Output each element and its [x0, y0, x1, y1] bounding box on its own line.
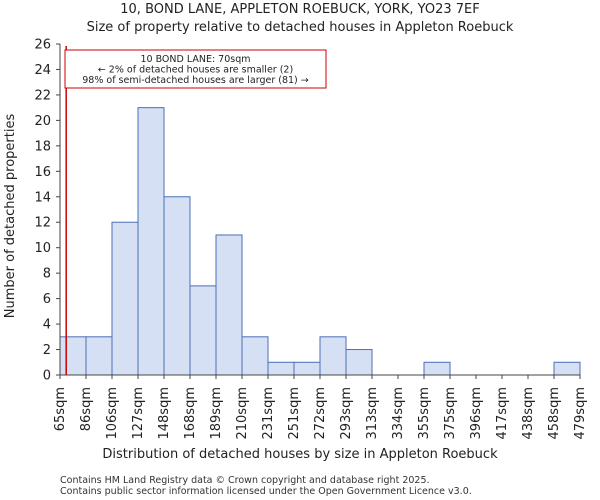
- bars-group: [59, 107, 581, 376]
- bar-231sqm: [267, 361, 295, 376]
- bar-210sqm: [241, 336, 269, 376]
- bar-168sqm: [189, 285, 217, 376]
- x-tick-label: 168sqm: [183, 387, 198, 440]
- annotation-box: [64, 49, 327, 89]
- x-tick-label: 438sqm: [521, 387, 536, 440]
- y-tick-label: 10: [34, 241, 51, 256]
- footer-line-1: Contains HM Land Registry data © Crown c…: [60, 475, 430, 486]
- bar-251sqm: [293, 361, 321, 376]
- y-tick-label: 24: [34, 63, 51, 78]
- y-tick-label: 0: [43, 369, 51, 384]
- annotation-line: 10 BOND LANE: 70sqm: [140, 54, 250, 65]
- x-tick-label: 189sqm: [209, 387, 224, 440]
- y-tick-label: 26: [34, 38, 51, 53]
- bar-65sqm: [59, 336, 87, 376]
- x-tick-label: 86sqm: [79, 387, 94, 431]
- bar-106sqm: [111, 221, 139, 376]
- x-tick-label: 375sqm: [443, 387, 458, 440]
- y-tick-label: 14: [34, 190, 51, 205]
- x-tick-label: 127sqm: [131, 387, 146, 440]
- y-tick-label: 22: [34, 88, 51, 103]
- x-tick-label: 479sqm: [573, 387, 588, 440]
- y-tick-label: 18: [34, 139, 51, 154]
- x-tick-label: 148sqm: [157, 387, 172, 440]
- x-tick-label: 396sqm: [469, 387, 484, 440]
- x-tick-label: 417sqm: [495, 387, 510, 440]
- bar-189sqm: [215, 234, 243, 376]
- x-tick-label: 272sqm: [313, 387, 328, 440]
- x-tick-label: 293sqm: [339, 387, 354, 440]
- y-tick-label: 12: [34, 216, 51, 231]
- y-tick-label: 4: [43, 318, 51, 333]
- x-tick-label: 251sqm: [287, 387, 302, 440]
- x-axis: 65sqm 86sqm 106sqm 127sqm 148sqm 168sqm 189sqm…: [53, 374, 588, 440]
- bar-127sqm: [137, 107, 165, 376]
- x-tick-label: 313sqm: [365, 387, 380, 440]
- x-tick-label: 355sqm: [417, 387, 432, 440]
- y-tick-label: 8: [43, 267, 51, 282]
- chart-subtitle: Size of property relative to detached ho…: [87, 20, 514, 35]
- bar-293sqm: [345, 349, 373, 376]
- y-tick-label: 2: [43, 343, 51, 358]
- y-tick-label: 6: [43, 292, 51, 307]
- bar-355sqm: [423, 361, 451, 376]
- footer-line-2: Contains public sector information licen…: [60, 486, 472, 497]
- x-tick-label: 458sqm: [547, 387, 562, 440]
- x-axis-label: Distribution of detached houses by size …: [102, 447, 498, 462]
- y-tick-label: 16: [34, 165, 51, 180]
- x-tick-label: 106sqm: [105, 387, 120, 440]
- x-tick-label: 231sqm: [261, 387, 276, 440]
- annotation-line: ← 2% of detached houses are smaller (2): [98, 65, 293, 76]
- x-tick-label: 65sqm: [53, 387, 68, 431]
- bar-458sqm: [553, 361, 581, 376]
- annotation-line: 98% of semi-detached houses are larger (…: [82, 75, 309, 86]
- bar-272sqm: [319, 336, 347, 376]
- chart-title: 10, BOND LANE, APPLETON ROEBUCK, YORK, Y…: [120, 2, 479, 17]
- marker-group: 10 BOND LANE: 70sqm← 2% of detached hous…: [64, 46, 327, 375]
- y-tick-label: 20: [34, 114, 51, 129]
- bar-148sqm: [163, 196, 191, 376]
- y-axis-label: Number of detached properties: [3, 114, 18, 319]
- x-tick-label: 210sqm: [235, 387, 250, 440]
- x-tick-label: 334sqm: [391, 387, 406, 440]
- bar-86sqm: [85, 336, 113, 376]
